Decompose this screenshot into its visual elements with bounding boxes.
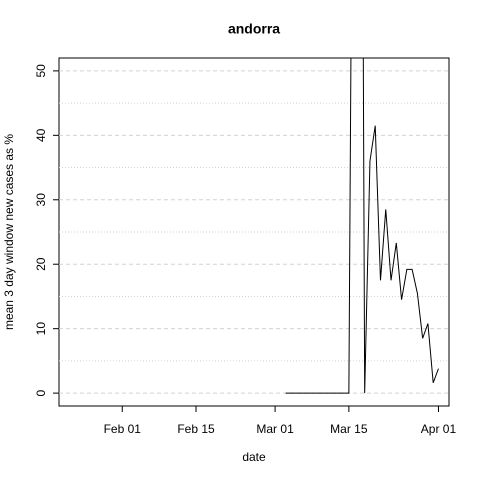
y-tick-label: 0: [34, 389, 48, 396]
x-tick-label: Mar 15: [330, 422, 368, 436]
y-axis-label: mean 3 day window new cases as %: [2, 134, 16, 330]
y-tick-label: 50: [34, 64, 48, 78]
y-tick-label: 20: [34, 257, 48, 271]
x-tick-label: Feb 01: [104, 422, 142, 436]
x-axis-label: date: [242, 450, 266, 464]
y-tick-label: 40: [34, 128, 48, 142]
data-line: [285, 58, 439, 394]
y-tick-label: 10: [34, 322, 48, 336]
x-tick-label: Apr 01: [421, 422, 457, 436]
x-tick-label: Feb 15: [177, 422, 215, 436]
chart-title: andorra: [228, 21, 280, 37]
y-tick-label: 30: [34, 193, 48, 207]
x-tick-label: Mar 01: [256, 422, 294, 436]
